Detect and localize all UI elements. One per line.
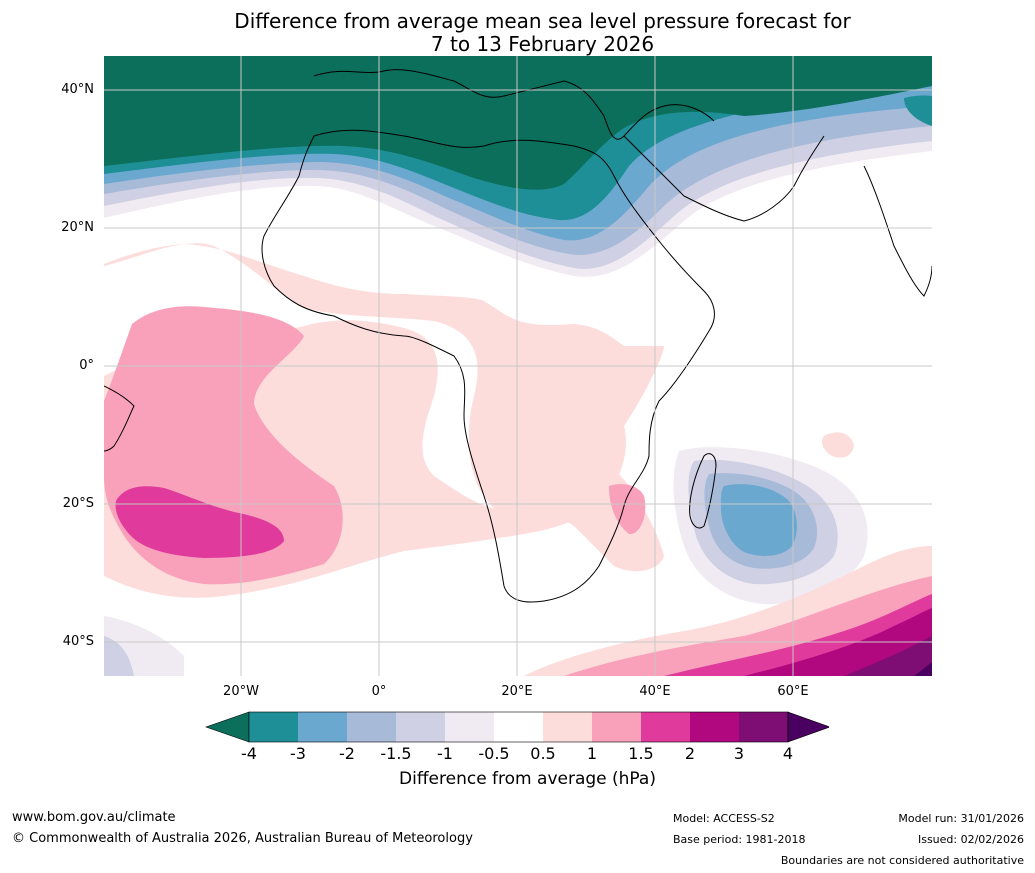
colorbar-extend-min <box>205 711 250 743</box>
map-title: Difference from average mean sea level p… <box>0 10 1035 56</box>
colorbar-tick-label: 1 <box>586 744 598 763</box>
india-coastline <box>863 165 932 297</box>
colorbar-tick-label: 2 <box>684 744 696 763</box>
colorbar-tick-label: 4 <box>782 744 794 763</box>
band-neg-4-north <box>104 56 932 190</box>
colorbar-tick-label: -0.5 <box>478 744 510 763</box>
colorbar-label: Difference from average (hPa) <box>399 769 656 789</box>
lat-label-20n: 20°N <box>61 220 94 235</box>
lat-label-0: 0° <box>79 358 94 373</box>
band-neg-1-southwest <box>104 636 134 676</box>
europe-coastline <box>313 69 715 140</box>
colorbar-tick-label: -1 <box>437 744 453 763</box>
lon-label-20e: 20°E <box>501 684 533 699</box>
colorbar-extend-max <box>787 711 829 743</box>
africa-coastline <box>261 129 715 603</box>
colorbar <box>205 711 829 743</box>
colorbar-cell <box>592 712 641 742</box>
copyright-text: © Commonwealth of Australia 2026, Austra… <box>12 831 473 846</box>
colorbar-tick-label: 0.5 <box>530 744 556 763</box>
lat-label-20s: 20°S <box>62 496 94 511</box>
colorbar-tick-label: -2 <box>339 744 355 763</box>
colorbar-cell <box>298 712 347 742</box>
lon-label-20w: 20°W <box>223 684 259 699</box>
boundaries-disclaimer: Boundaries are not considered authoritat… <box>780 854 1024 867</box>
band-neg-3-arabia <box>904 95 932 126</box>
colorbar-cell <box>641 712 690 742</box>
colorbar-outline <box>248 711 789 743</box>
colorbar-tick-label: 1.5 <box>628 744 654 763</box>
pressure-anomaly-map <box>104 56 932 676</box>
graticule <box>104 56 932 676</box>
model-name: Model: ACCESS-S2 <box>673 812 775 825</box>
issued-date: Issued: 02/02/2026 <box>917 833 1024 846</box>
model-run: Model run: 31/01/2026 <box>898 812 1024 825</box>
colorbar-cell <box>494 712 543 742</box>
band-pos-4-south <box>914 662 932 676</box>
madagascar-coastline <box>689 453 717 529</box>
map-title-line1: Difference from average mean sea level p… <box>234 9 851 33</box>
colorbar-cell <box>249 712 298 742</box>
map-title-line2: 7 to 13 February 2026 <box>430 32 655 56</box>
lat-label-40s: 40°S <box>62 634 94 649</box>
band-neg-2-madagascar <box>720 484 797 556</box>
colorbar-tick-label: -4 <box>241 744 257 763</box>
lat-label-40n: 40°N <box>61 82 94 97</box>
arabia-coastline <box>623 135 825 222</box>
colorbar-cell <box>739 712 788 742</box>
band-pos-05-indian <box>821 432 854 458</box>
band-pos-1-mozambique <box>609 484 646 535</box>
colorbar-cell <box>543 712 592 742</box>
colorbar-cell <box>347 712 396 742</box>
website-link[interactable]: www.bom.gov.au/climate <box>12 810 176 825</box>
lon-label-40e: 40°E <box>639 684 671 699</box>
colorbar-tick-label: 3 <box>733 744 745 763</box>
colorbar-cell <box>445 712 494 742</box>
colorbar-cell <box>396 712 445 742</box>
south-america-coastline <box>104 385 135 452</box>
lon-label-60e: 60°E <box>777 684 809 699</box>
band-pos-3-south <box>844 636 932 676</box>
colorbar-tick-label: -3 <box>290 744 306 763</box>
colorbar-cell <box>690 712 739 742</box>
lon-label-0: 0° <box>371 684 387 699</box>
colorbar-tick-label: -1.5 <box>380 744 412 763</box>
base-period: Base period: 1981-2018 <box>673 833 806 846</box>
